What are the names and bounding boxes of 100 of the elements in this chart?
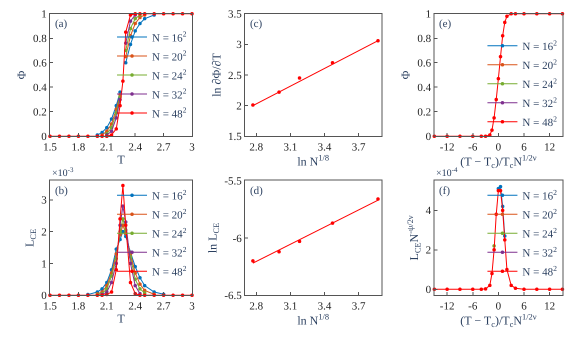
y-tick-label: 0.4 [417, 82, 432, 94]
x-tick-label: 1.8 [72, 141, 86, 154]
point [133, 29, 137, 33]
point [505, 14, 509, 18]
legend-label: N = 24$^{2}$ [152, 226, 187, 241]
point [490, 128, 494, 132]
point [484, 287, 488, 291]
point [124, 223, 128, 227]
legend-label: N = 20$^{2}$ [152, 48, 187, 64]
point [503, 20, 507, 24]
x-tick-label: 3.1 [284, 141, 298, 154]
y-tick-label: 3.5 [228, 8, 242, 21]
x-tick-label: -6 [468, 300, 478, 312]
legend-label: N = 24$^{2}$ [152, 68, 187, 82]
x-axis-title: T [117, 152, 126, 166]
point [494, 98, 498, 102]
point [496, 76, 500, 80]
point [535, 288, 539, 292]
x-axis-title: T [117, 311, 126, 326]
legend-label: N = 48$^{2}$ [522, 114, 558, 129]
point [100, 287, 104, 291]
y-tick-label: 0.8 [417, 33, 432, 46]
x-tick-label: 0 [496, 141, 502, 154]
point [133, 284, 137, 288]
point [118, 104, 122, 108]
x-tick-label: 12 [544, 300, 556, 312]
y-tick-label: 0 [41, 290, 48, 302]
point [492, 116, 496, 120]
y-tick-label: -6.5 [224, 290, 242, 302]
point [118, 217, 122, 221]
text: ×10$^{-4}$ [436, 166, 458, 180]
legend-label: N = 16$^{2}$ [152, 30, 187, 44]
point [138, 22, 142, 26]
point [138, 276, 142, 280]
y-axis-title: Φ [14, 70, 28, 80]
y-tick-label: 3 [41, 194, 48, 207]
legend-label: N = 20$^{2}$ [522, 57, 558, 72]
x-tick-label: 3.4 [318, 141, 332, 154]
y-axis-title: Φ [398, 70, 413, 80]
x-tick-label: 3.1 [284, 300, 298, 312]
x-tick-label: 2.1 [100, 300, 114, 312]
x-tick-label: 3 [189, 300, 196, 312]
point [500, 34, 504, 38]
annotation: (c) [250, 18, 263, 30]
legend-label: N = 16$^{2}$ [152, 188, 187, 203]
x-tick-label: 2.4 [128, 300, 143, 312]
legend-label: N = 20$^{2}$ [522, 206, 558, 222]
legend-label: N = 48$^{2}$ [152, 106, 187, 120]
legend-label: N = 24$^{2}$ [522, 76, 558, 91]
legend-label: N = 32$^{2}$ [522, 95, 558, 110]
x-tick-label: 6 [521, 300, 528, 312]
x-tick-label: 6 [521, 141, 528, 154]
y-tick-label: 1 [426, 8, 432, 21]
point [500, 208, 504, 212]
point [110, 280, 114, 284]
point [142, 16, 146, 20]
x-tick-label: -6 [468, 141, 478, 154]
y-tick-label: 2.5 [228, 70, 242, 82]
point [251, 259, 255, 263]
point [121, 184, 125, 188]
point [138, 287, 142, 291]
point [298, 76, 302, 80]
y-tick-label: 0.4 [33, 82, 48, 94]
point [114, 127, 118, 131]
x-axis-title: (T − T$_{c}$)/T$_{c}$N$^{1/2ν}$ [460, 153, 537, 170]
point [514, 286, 518, 290]
y-tick-label: 0 [426, 131, 432, 144]
point [509, 284, 513, 288]
y-tick-label: 3 [236, 39, 242, 52]
y-tick-label: -6 [232, 232, 242, 245]
y-tick-label: 0.8 [33, 33, 48, 46]
y-tick-label: 1 [41, 258, 47, 270]
point [124, 30, 128, 34]
point [124, 60, 128, 64]
x-tick-label: 0 [496, 300, 502, 312]
point [480, 288, 484, 292]
point [133, 22, 137, 26]
point [445, 288, 449, 292]
y-tick-label: 0.2 [33, 106, 47, 119]
annotation: (f) [439, 185, 450, 197]
point [128, 280, 132, 284]
annotation: (b) [55, 185, 68, 197]
x-tick-label: 3.7 [352, 141, 366, 154]
legend-label: N = 48$^{2}$ [152, 264, 187, 279]
point [110, 130, 114, 134]
y-tick-label: 0.6 [33, 58, 48, 70]
x-tick-label: -12 [440, 300, 454, 312]
point [142, 284, 146, 288]
point [492, 248, 496, 252]
y-tick-label: 2 [236, 100, 242, 112]
point [121, 79, 125, 83]
y-tick-label: 4 [426, 205, 432, 218]
x-tick-label: 3 [189, 141, 196, 154]
x-tick-label: 1.8 [72, 300, 86, 312]
y-tick-label: 1.5 [228, 131, 242, 144]
y-tick-label: 0 [426, 284, 432, 296]
x-tick-label: -12 [440, 141, 454, 154]
x-tick-label: 2.4 [128, 141, 143, 154]
legend-label: N = 16$^{2}$ [522, 38, 558, 53]
point [114, 268, 118, 272]
